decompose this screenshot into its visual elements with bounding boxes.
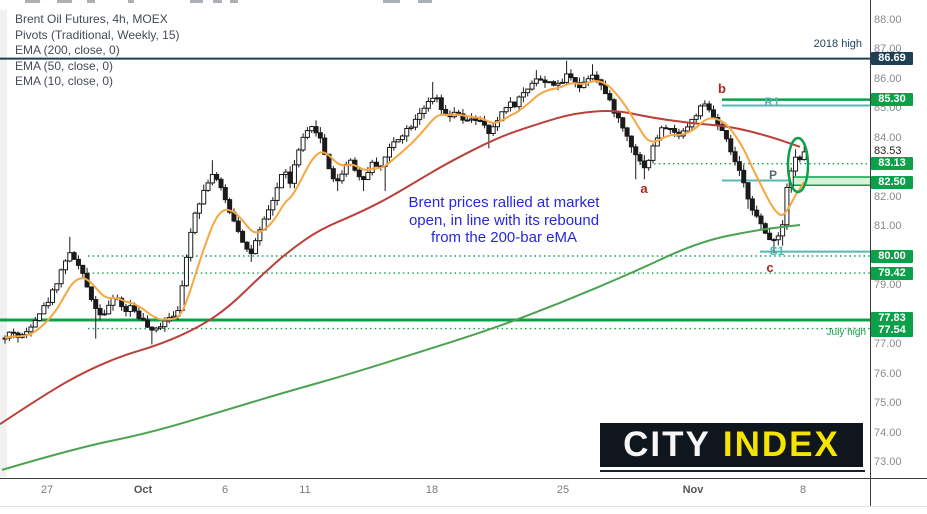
time-tick-6: 6 xyxy=(221,484,229,496)
time-tick-oct: Oct xyxy=(133,484,153,496)
swing-label-c: c xyxy=(766,260,774,275)
annotation-line-3: from the 200-bar eMA xyxy=(431,229,577,247)
time-tick-27: 27 xyxy=(40,484,54,496)
logo-word-index: INDEX xyxy=(722,425,840,464)
legend-symbol[interactable]: Brent Oil Futures, 4h, MOEX xyxy=(15,12,168,26)
price-tick: 81.00 xyxy=(874,220,902,232)
highlight-ellipse xyxy=(786,136,810,194)
logo-word-city: CITY xyxy=(623,425,711,464)
price-axis[interactable]: 88.00 87.00 86.00 85.00 84.00 82.00 81.00 79.00… xyxy=(870,0,927,478)
price-level-label: 86.69 xyxy=(871,52,913,66)
analyst-annotation: Brent prices rallied at market open, in … xyxy=(383,194,625,247)
price-tick: 77.00 xyxy=(874,338,902,350)
time-tick-11: 11 xyxy=(299,484,311,496)
pivot-label-s1: S1 xyxy=(769,244,785,258)
legend-pivots[interactable]: Pivots (Traditional, Weekly, 15) xyxy=(15,27,180,42)
time-axis[interactable]: 27 Oct 6 11 18 25 Nov 8 xyxy=(0,478,927,508)
price-tick: 88.00 xyxy=(874,13,902,26)
legend-ema10[interactable]: EMA (10, close, 0) xyxy=(15,74,114,89)
legend-ema200[interactable]: EMA (200, close, 0) xyxy=(15,43,120,58)
price-tick: 82.00 xyxy=(874,190,902,203)
time-tick-25: 25 xyxy=(556,484,570,496)
price-level-label: 82.50 xyxy=(871,175,913,189)
price-tick: 75.00 xyxy=(874,397,902,409)
price-tick: 76.00 xyxy=(874,367,902,380)
widget-bottom-edge xyxy=(0,506,927,507)
ema-200-line xyxy=(1,224,801,471)
top-edge-marks xyxy=(25,0,432,3)
price-tick: 84.00 xyxy=(874,131,902,144)
ema-50-line xyxy=(0,110,801,425)
level-label-july-high: July high xyxy=(826,327,866,338)
annotation-line-1: Brent prices rallied at market xyxy=(408,194,600,211)
logo-underline xyxy=(600,470,865,472)
price-level-label: 83.13 xyxy=(871,157,913,171)
price-tick: 86.00 xyxy=(874,72,902,85)
annotation-line-2: open, in line with its rebound xyxy=(408,211,600,229)
price-level-label: 85.30 xyxy=(871,93,913,107)
time-axis-border xyxy=(0,478,927,479)
price-axis-border xyxy=(870,0,871,506)
price-tick: 79.00 xyxy=(874,279,902,291)
ema-10-line xyxy=(4,80,806,340)
price-tick: 87.00 xyxy=(874,43,902,55)
price-level-label: 77.54 xyxy=(871,324,913,338)
price-level-label: 77.83 xyxy=(871,311,913,325)
swing-label-a: a xyxy=(640,181,648,196)
last-price-label: 83.53 xyxy=(874,145,902,158)
time-tick-nov: Nov xyxy=(682,484,704,496)
left-edge-strip xyxy=(0,10,7,477)
pivot-label-r1: R1 xyxy=(764,95,780,109)
chart-legend: Brent Oil Futures, 4h, MOEX Pivots (Trad… xyxy=(15,12,180,90)
city-index-logo: CITY INDEX xyxy=(600,423,863,467)
price-level-label: 79.42 xyxy=(871,266,913,280)
price-tick: 74.00 xyxy=(874,426,902,439)
level-label-2018-high: 2018 high xyxy=(813,38,862,50)
price-tick: 73.00 xyxy=(874,456,902,468)
price-level-label: 80.00 xyxy=(871,249,913,263)
pivot-label-p: P xyxy=(768,168,778,182)
legend-ema50[interactable]: EMA (50, close, 0) xyxy=(15,58,114,73)
candlestick-series xyxy=(2,60,807,345)
time-tick-8: 8 xyxy=(799,484,807,496)
time-tick-18: 18 xyxy=(425,484,439,496)
swing-label-b: b xyxy=(718,81,726,96)
